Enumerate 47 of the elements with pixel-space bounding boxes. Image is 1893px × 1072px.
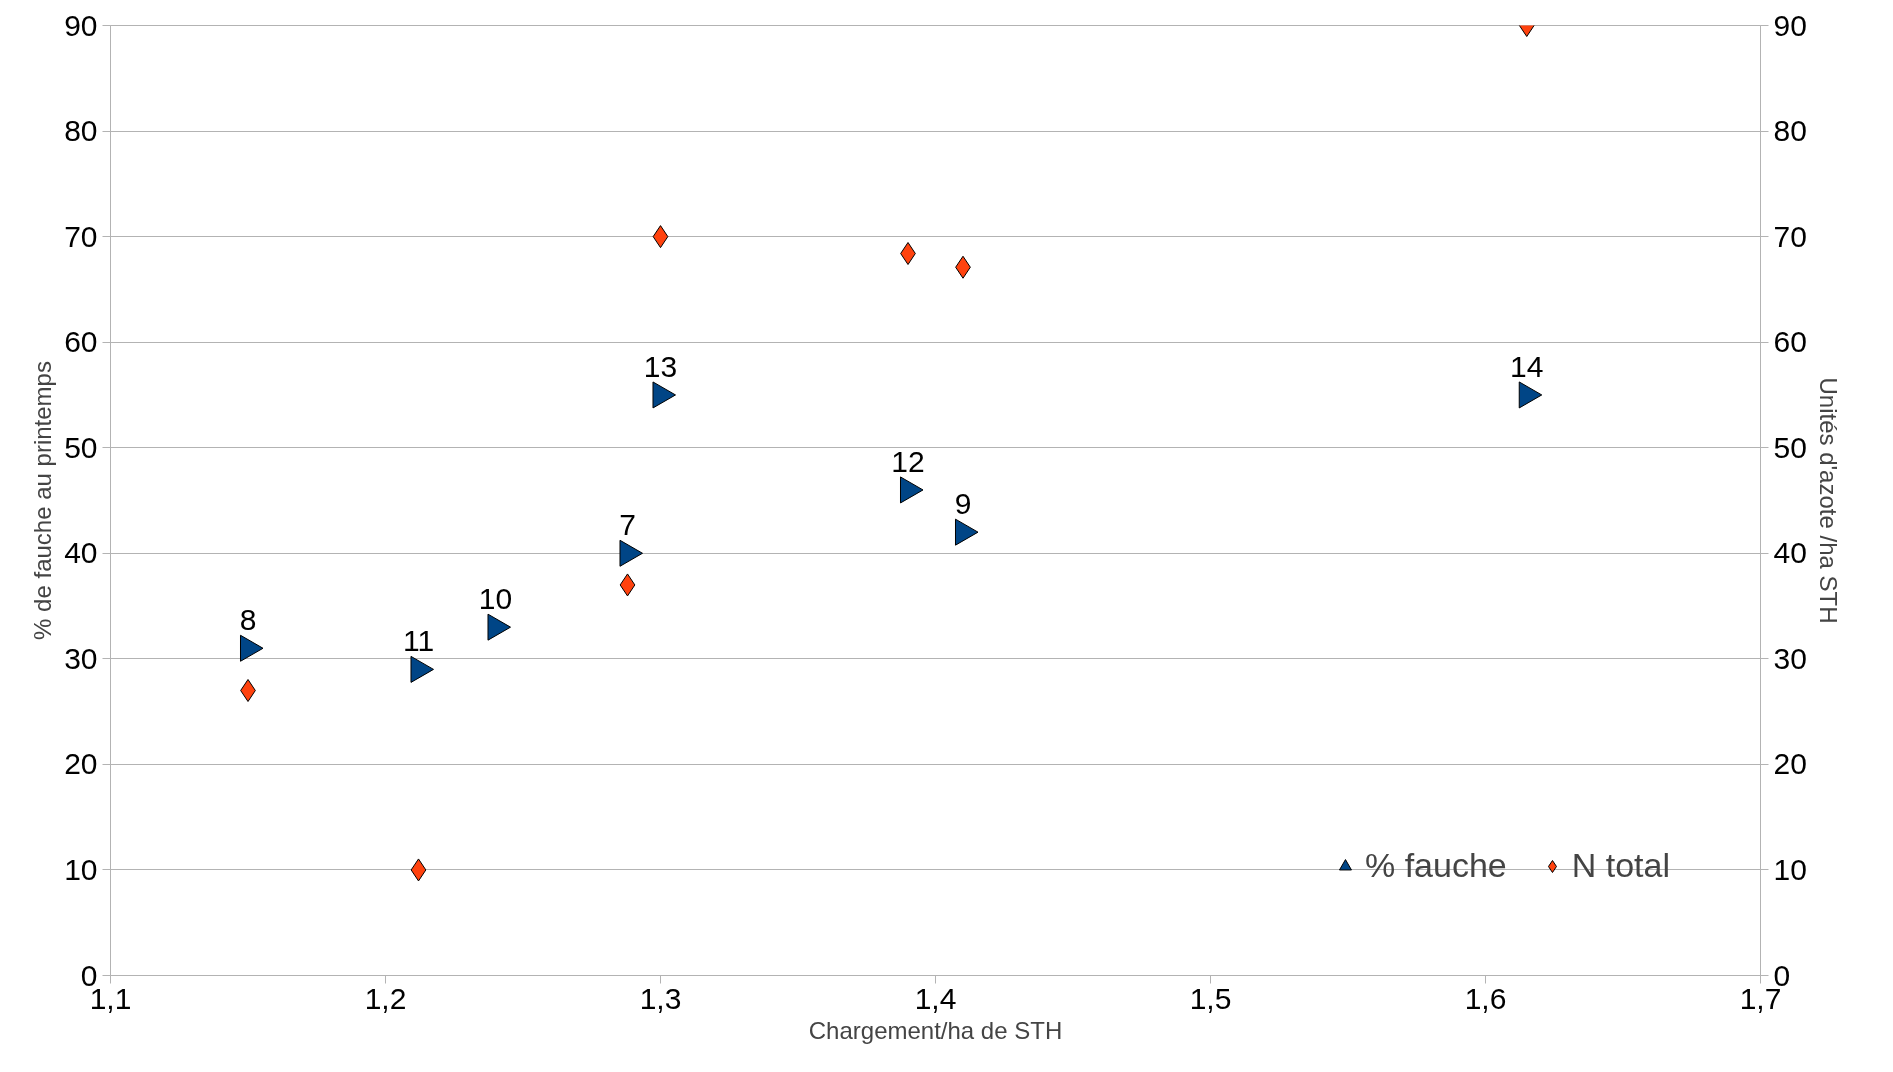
point <box>954 518 979 546</box>
legend-label: % fauche <box>1364 846 1507 885</box>
annotation: 14 <box>1510 349 1544 383</box>
point <box>410 655 435 683</box>
annotation: 7 <box>619 508 636 542</box>
point <box>487 613 512 641</box>
y2-tick-label: 70 <box>1773 219 1807 253</box>
y-tick-label: 40 <box>64 536 98 570</box>
y-tick-label: 80 <box>64 114 98 148</box>
x-tick-label: 1,2 <box>364 981 407 1015</box>
y2-axis-title: Unités d'azote /ha STH <box>1814 377 1842 624</box>
point <box>410 858 427 882</box>
y-tick-label: 60 <box>64 325 98 359</box>
point <box>619 539 644 567</box>
y2-tick-label: 30 <box>1773 641 1807 675</box>
annotation: 12 <box>891 444 925 478</box>
point <box>899 476 924 504</box>
y2-tick-label: 20 <box>1773 747 1807 781</box>
x-tick-label: 1,3 <box>639 981 682 1015</box>
y-tick-label: 10 <box>64 852 98 886</box>
y-axis-title: % de fauche au printemps <box>29 361 57 640</box>
y-tick-label: 90 <box>64 8 98 42</box>
y2-tick-label: 80 <box>1773 114 1807 148</box>
y2-tick-label: 40 <box>1773 536 1807 570</box>
x-tick-label: 1,4 <box>914 981 957 1015</box>
legend-label: N total <box>1571 846 1670 885</box>
annotation: 10 <box>478 582 513 616</box>
annotation: 13 <box>643 349 678 383</box>
point <box>239 634 264 662</box>
point <box>1518 381 1543 409</box>
y-tick-label: 70 <box>64 219 98 253</box>
x-axis-title: Chargement/ha de STH <box>808 1016 1063 1044</box>
x-tick-label: 1,5 <box>1189 981 1232 1015</box>
point <box>652 225 669 249</box>
annotation: 11 <box>402 624 435 658</box>
y2-tick-label: 90 <box>1773 8 1807 42</box>
point <box>619 573 636 597</box>
y2-tick-label: 60 <box>1773 325 1807 359</box>
annotation: 8 <box>239 603 257 637</box>
annotation: 9 <box>954 487 972 521</box>
y2-tick-label: 50 <box>1773 430 1807 464</box>
point <box>652 381 677 409</box>
y2-tick-label: 10 <box>1773 852 1807 886</box>
y-tick-label: 50 <box>64 430 98 464</box>
y-tick-label: 20 <box>64 747 98 781</box>
y-tick-label: 30 <box>64 641 98 675</box>
x-tick-label: 1,6 <box>1464 981 1507 1015</box>
